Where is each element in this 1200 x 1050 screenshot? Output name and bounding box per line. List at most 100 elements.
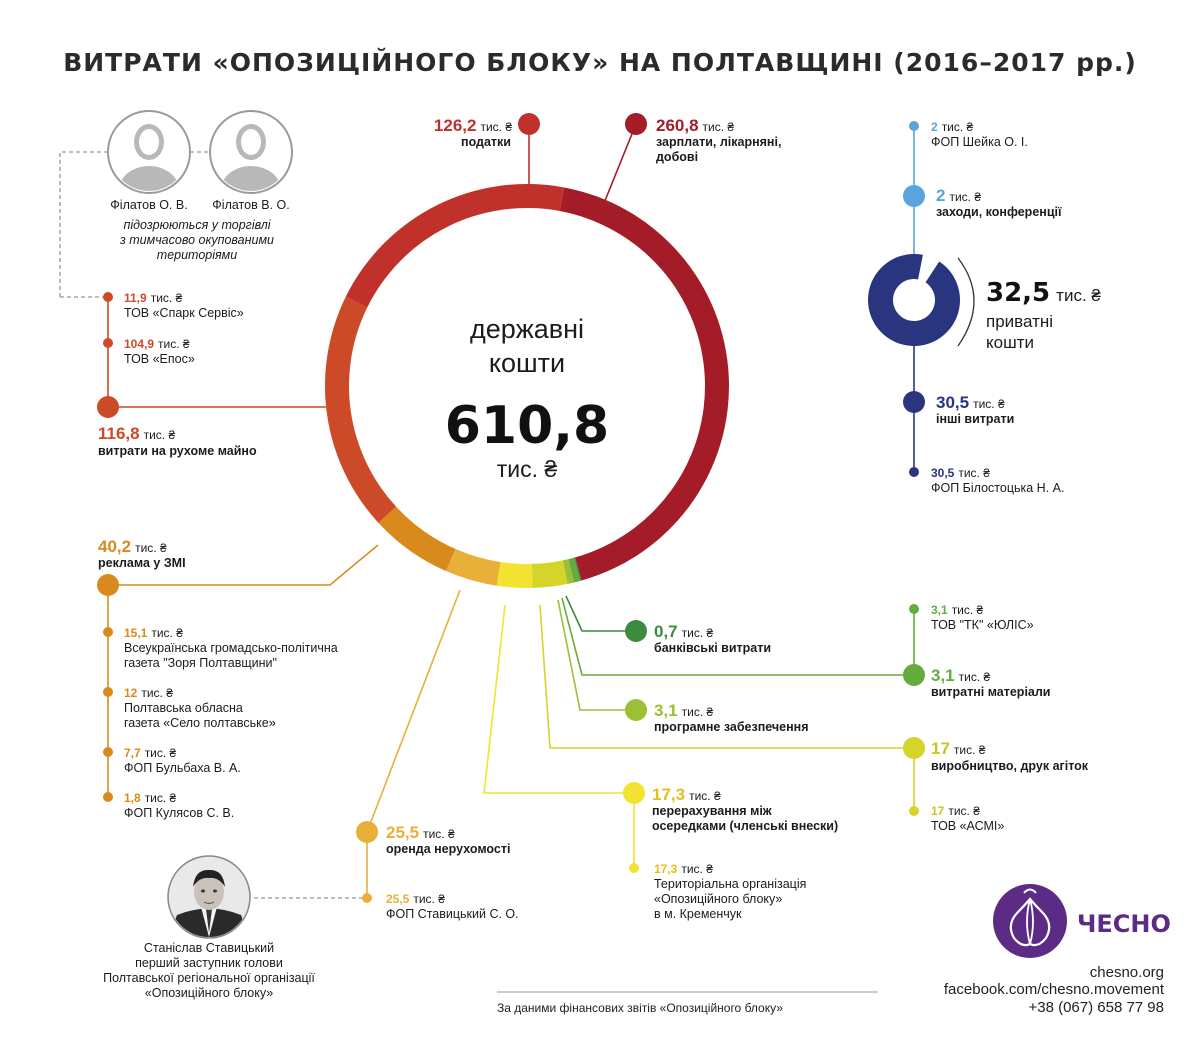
logo-text: ЧЕСНО: [1077, 910, 1171, 938]
suspicion-note-line2: з тимчасово окупованими: [119, 233, 274, 247]
materials-label: витратні матеріали: [931, 685, 1051, 699]
software-value: 3,1 тис. ₴: [654, 701, 714, 720]
data-labels: 126,2 тис. ₴податки 260,8 тис. ₴зарплати, л…: [98, 116, 1101, 1000]
zorya-name-line1: Всеукраїнська громадсько-політична: [124, 641, 338, 655]
stavytskyi-caption-line2: перший заступник голови: [135, 956, 283, 970]
private-label-line2: кошти: [986, 333, 1034, 352]
dot-spark: [103, 292, 113, 302]
teritorial-name-line1: Територіальна організація: [654, 877, 806, 891]
dot-other: [903, 391, 925, 413]
transfer-value: 17,3 тис. ₴: [652, 785, 721, 804]
avatar-stavytskyi: [167, 855, 251, 939]
kuliasov-value: 1,8 тис. ₴: [124, 791, 177, 805]
dot-asmi: [909, 806, 919, 816]
donut-center: державні кошти 610,8 тис. ₴: [445, 314, 609, 482]
stavytskyi-caption-line4: «Опозиційного блоку»: [145, 986, 273, 1000]
private-slice-other: [867, 253, 960, 346]
taxes-label: податки: [461, 135, 511, 149]
software-label: програмне забезпечення: [654, 720, 809, 734]
asmi-value: 17 тис. ₴: [931, 804, 980, 818]
bulbakha-name: ФОП Бульбаха В. А.: [124, 761, 241, 775]
dot-rent: [356, 821, 378, 843]
rent-value: 25,5 тис. ₴: [386, 823, 455, 842]
source-note: За даними фінансових звітів «Опозиційног…: [497, 1001, 783, 1015]
events-value: 2 тис. ₴: [936, 186, 981, 205]
selo-value: 12 тис. ₴: [124, 686, 173, 700]
dot-events: [903, 185, 925, 207]
transfer-connector: [483, 604, 634, 794]
teritorial-name-line2: «Опозиційного блоку»: [654, 892, 782, 906]
donut-slice-ads: [378, 506, 456, 572]
dot-zorya: [103, 627, 113, 637]
donut-slice-salaries: [559, 187, 729, 581]
site-link[interactable]: chesno.org: [1090, 964, 1164, 981]
selo-name-line2: газета «Село полтавське»: [124, 716, 276, 730]
avatar-filatov-v: [209, 110, 293, 194]
suspicion-note-line3: територіями: [157, 248, 237, 262]
dot-sheika: [909, 121, 919, 131]
filatov-o-name: Філатов О. В.: [110, 198, 187, 212]
materials-connector: [561, 597, 914, 676]
software-connector: [557, 599, 636, 711]
dot-bank: [625, 620, 647, 642]
center-label-line1: державні: [470, 314, 584, 344]
printing-connector: [539, 604, 914, 749]
materials-value: 3,1 тис. ₴: [931, 666, 991, 685]
donut-slice-rent: [445, 549, 501, 586]
donut-slice-transfer: [496, 561, 533, 589]
donut-slice-software: [562, 559, 574, 584]
dot-tk: [909, 604, 919, 614]
filatov-connector: [59, 151, 108, 297]
other-value: 30,5 тис. ₴: [936, 393, 1005, 412]
dot-software: [625, 699, 647, 721]
transfer-label-line1: перерахування між: [652, 804, 772, 818]
donut-slice-movable: [324, 296, 397, 523]
dot-taxes: [518, 113, 540, 135]
center-total: 610,8: [445, 396, 609, 456]
facebook-link[interactable]: facebook.com/chesno.movement: [944, 981, 1165, 998]
state-funds-donut: [324, 184, 729, 589]
salaries-value: 260,8 тис. ₴: [656, 116, 734, 135]
sheika-value: 2 тис. ₴: [931, 120, 974, 134]
dot-teritorial: [629, 863, 639, 873]
tk-name: ТОВ "ТК" «ЮЛІС»: [931, 618, 1034, 632]
salaries-label-line1: зарплати, лікарняні,: [656, 135, 781, 149]
printing-value: 17 тис. ₴: [931, 739, 986, 758]
epos-name: ТОВ «Епос»: [124, 352, 195, 366]
ads-connector: [108, 544, 379, 586]
transfer-label-line2: осередками (членські внески): [652, 819, 838, 833]
ads-value: 40,2 тис. ₴: [98, 537, 167, 556]
stavytskyi-name: ФОП Ставицький С. О.: [386, 907, 519, 921]
private-total: 32,5 тис. ₴: [986, 278, 1101, 308]
center-label-line2: кошти: [489, 348, 565, 378]
ads-label: реклама у ЗМІ: [98, 556, 186, 570]
chesno-logo-icon: [993, 884, 1067, 958]
dot-bulbakha: [103, 747, 113, 757]
people: [107, 110, 293, 939]
stavytskyi-caption-line1: Станіслав Ставицький: [144, 941, 274, 955]
taxes-value: 126,2 тис. ₴: [434, 116, 512, 135]
spark-value: 11,9 тис. ₴: [124, 291, 183, 305]
chart-title: ВИТРАТИ «ОПОЗИЦІЙНОГО БЛОКУ» НА ПОЛТАВЩИ…: [63, 48, 1137, 77]
kuliasov-name: ФОП Кулясов С. В.: [124, 806, 234, 820]
dot-bilostotska: [909, 467, 919, 477]
donut-slice-bank: [573, 557, 582, 581]
tk-value: 3,1 тис. ₴: [931, 603, 984, 617]
salaries-label-line2: добові: [656, 150, 698, 164]
rent-connector: [366, 589, 461, 833]
marker-dots: [97, 113, 925, 903]
dot-printing: [903, 737, 925, 759]
dot-ads: [97, 574, 119, 596]
rent-label: оренда нерухомості: [386, 842, 510, 856]
donut-slice-printing: [531, 560, 568, 588]
filatov-v-name: Філатов В. О.: [212, 198, 289, 212]
dot-salaries: [625, 113, 647, 135]
suspicion-note-line1: підозрюються у торгівлі: [123, 218, 271, 232]
bank-value: 0,7 тис. ₴: [654, 622, 714, 641]
dot-selo: [103, 687, 113, 697]
bilostotska-value: 30,5 тис. ₴: [931, 466, 990, 480]
bank-label: банківські витрати: [654, 641, 771, 655]
private-bracket: [957, 257, 975, 347]
dot-transfer: [623, 782, 645, 804]
